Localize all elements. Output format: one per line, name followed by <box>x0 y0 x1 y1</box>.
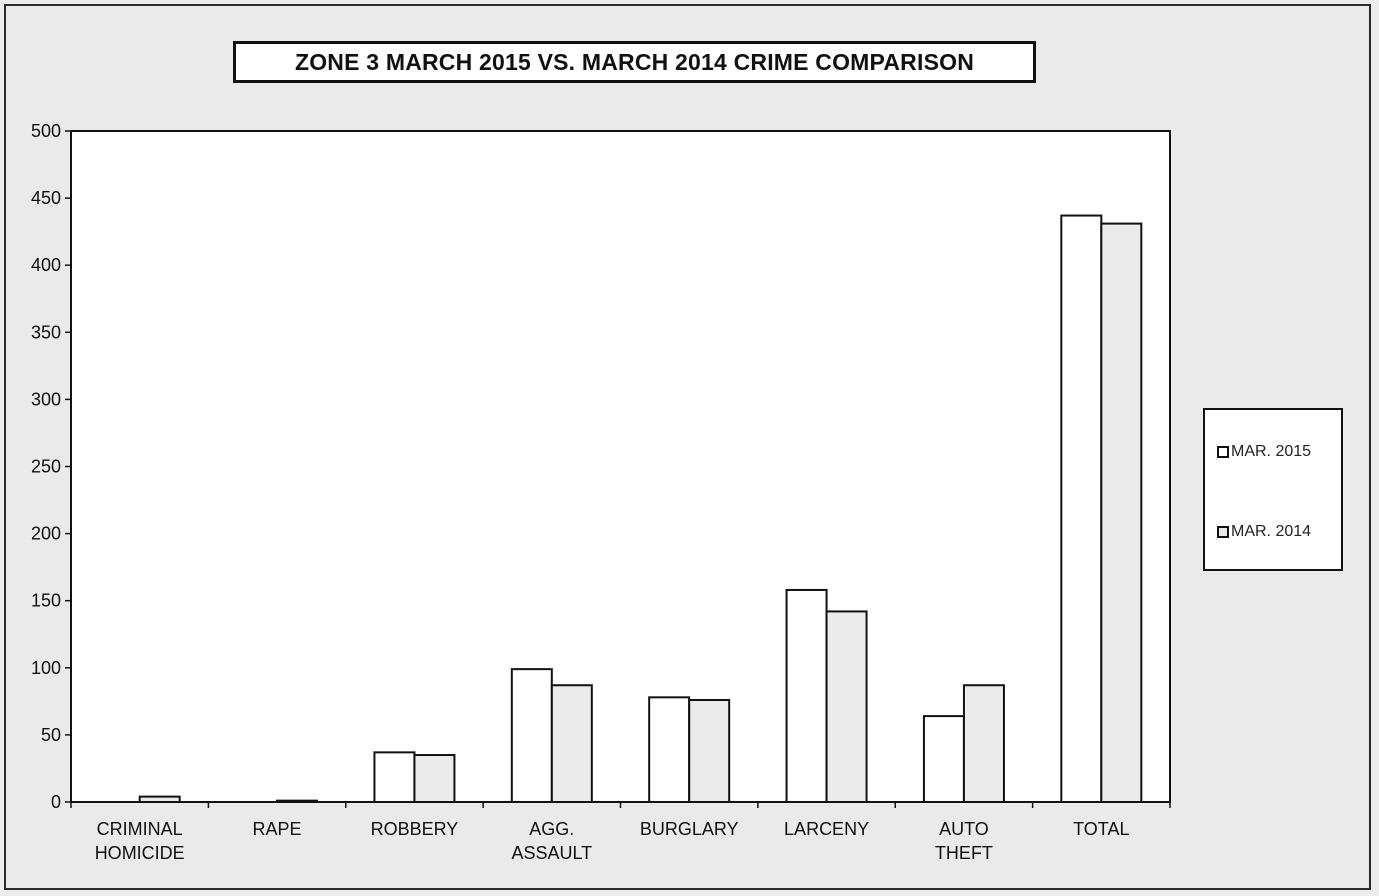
x-axis: CRIMINAL HOMICIDE RAPE ROBBERY AGG. ASSAULT BU… <box>70 802 1171 863</box>
bars <box>98 214 1143 804</box>
bar-2015 <box>922 715 965 803</box>
x-category-label: AUTO <box>939 819 989 839</box>
y-tick-label: 150 <box>31 591 61 611</box>
x-category-label: RAPE <box>253 819 302 839</box>
bar-2015 <box>1060 214 1103 803</box>
bar-2015 <box>648 696 691 803</box>
x-category-label: ROBBERY <box>371 819 459 839</box>
legend: MAR. 2015 MAR. 2014 <box>1203 408 1343 571</box>
bar-2014 <box>825 610 868 803</box>
bar-2014 <box>276 799 319 804</box>
y-tick-label: 250 <box>31 457 61 477</box>
x-category-label: TOTAL <box>1073 819 1129 839</box>
legend-entry-2014: MAR. 2014 <box>1217 523 1311 541</box>
x-category-label: CRIMINAL <box>97 819 183 839</box>
legend-swatch-2015 <box>1217 446 1229 458</box>
bar-2014 <box>688 699 731 803</box>
bar-2014 <box>138 795 181 804</box>
y-tick-label: 300 <box>31 389 61 409</box>
x-category-label: THEFT <box>935 843 993 863</box>
chart-title: ZONE 3 MARCH 2015 VS. MARCH 2014 CRIME C… <box>233 41 1036 83</box>
y-axis: 0 50 100 150 200 250 300 350 400 450 500 <box>31 121 71 812</box>
bar-2014 <box>413 754 456 804</box>
plot-area <box>70 130 1171 803</box>
y-tick-label: 400 <box>31 255 61 275</box>
bar-2015 <box>510 668 553 804</box>
x-category-label: LARCENY <box>784 819 869 839</box>
y-tick-label: 450 <box>31 188 61 208</box>
legend-label-2014: MAR. 2014 <box>1231 523 1312 540</box>
y-tick-label: 0 <box>51 792 61 812</box>
x-category-label: HOMICIDE <box>95 843 185 863</box>
legend-label-2015: MAR. 2015 <box>1231 443 1312 460</box>
bar-2014 <box>962 684 1005 803</box>
bar-2014 <box>1100 222 1143 803</box>
x-category-label: ASSAULT <box>511 843 592 863</box>
legend-entry-2015: MAR. 2015 <box>1217 443 1311 461</box>
y-tick-label: 100 <box>31 658 61 678</box>
y-tick-label: 50 <box>41 725 61 745</box>
legend-swatch-2014 <box>1217 526 1229 538</box>
bar-2015 <box>785 588 828 803</box>
x-category-label: AGG. <box>529 819 574 839</box>
y-tick-label: 500 <box>31 121 61 141</box>
x-category-label: BURGLARY <box>640 819 739 839</box>
y-tick-label: 350 <box>31 322 61 342</box>
bar-2015 <box>373 751 416 804</box>
y-tick-label: 200 <box>31 524 61 544</box>
bar-2014 <box>550 684 593 803</box>
